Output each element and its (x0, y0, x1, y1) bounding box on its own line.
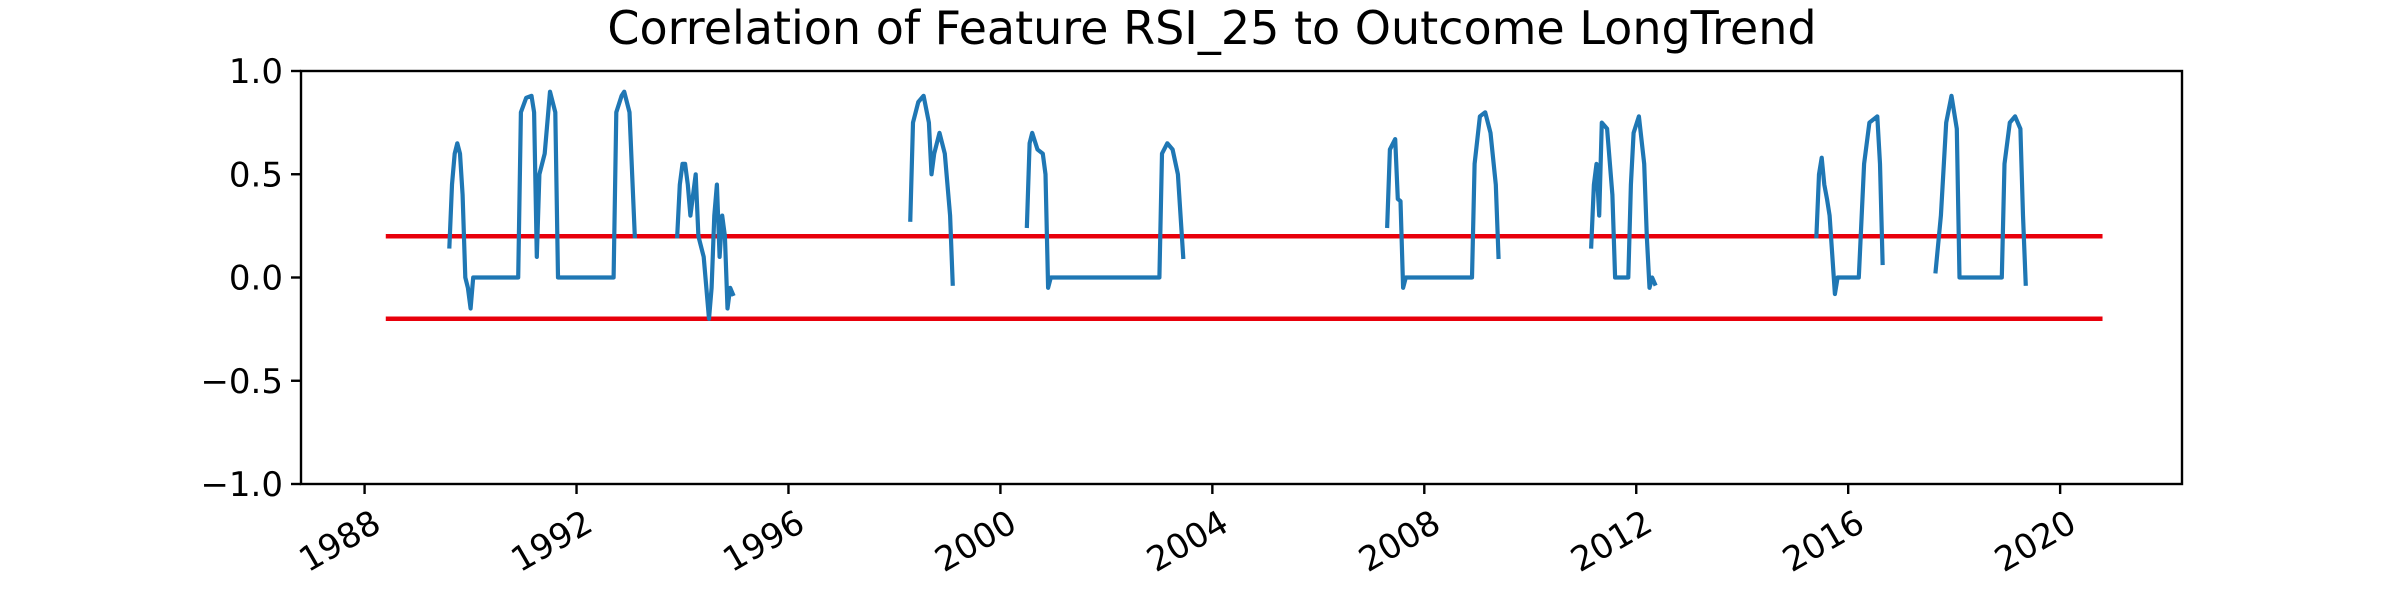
y-tick-label: 1.0 (229, 52, 283, 92)
series-line-segment-8 (1933, 93, 2028, 286)
x-tick-label: 1996 (716, 503, 811, 581)
y-tick-label: −1.0 (200, 465, 283, 505)
x-tick-label: 1988 (293, 503, 388, 581)
series-line-segment-6 (1589, 114, 1658, 290)
series-line-segment-5 (1385, 110, 1501, 290)
x-tick-label: 2004 (1140, 503, 1235, 581)
series-line-segment-1 (447, 89, 637, 311)
x-axis: 1988 1992 1996 2000 2004 2008 2012 2016 2020 (293, 484, 2083, 581)
x-tick-label: 2000 (928, 503, 1023, 581)
series-line-segment-2 (674, 161, 736, 321)
series-line-segment-7 (1814, 114, 1885, 297)
x-tick-label: 2012 (1564, 503, 1659, 581)
x-tick-label: 2020 (1988, 503, 2083, 581)
x-tick-label: 2008 (1352, 503, 1447, 581)
plot-area (385, 89, 2103, 322)
y-axis: 1.0 0.5 0.0 −0.5 −1.0 (200, 52, 301, 505)
x-tick-label: 1992 (504, 503, 599, 581)
y-tick-label: 0.0 (229, 259, 283, 299)
series-line-segment-4 (1024, 130, 1186, 290)
x-tick-label: 2016 (1776, 503, 1871, 581)
y-tick-label: −0.5 (200, 362, 283, 402)
series-line-segment-3 (908, 93, 955, 286)
y-tick-label: 0.5 (229, 155, 283, 195)
chart-title: Correlation of Feature RSI_25 to Outcome… (607, 1, 1816, 55)
